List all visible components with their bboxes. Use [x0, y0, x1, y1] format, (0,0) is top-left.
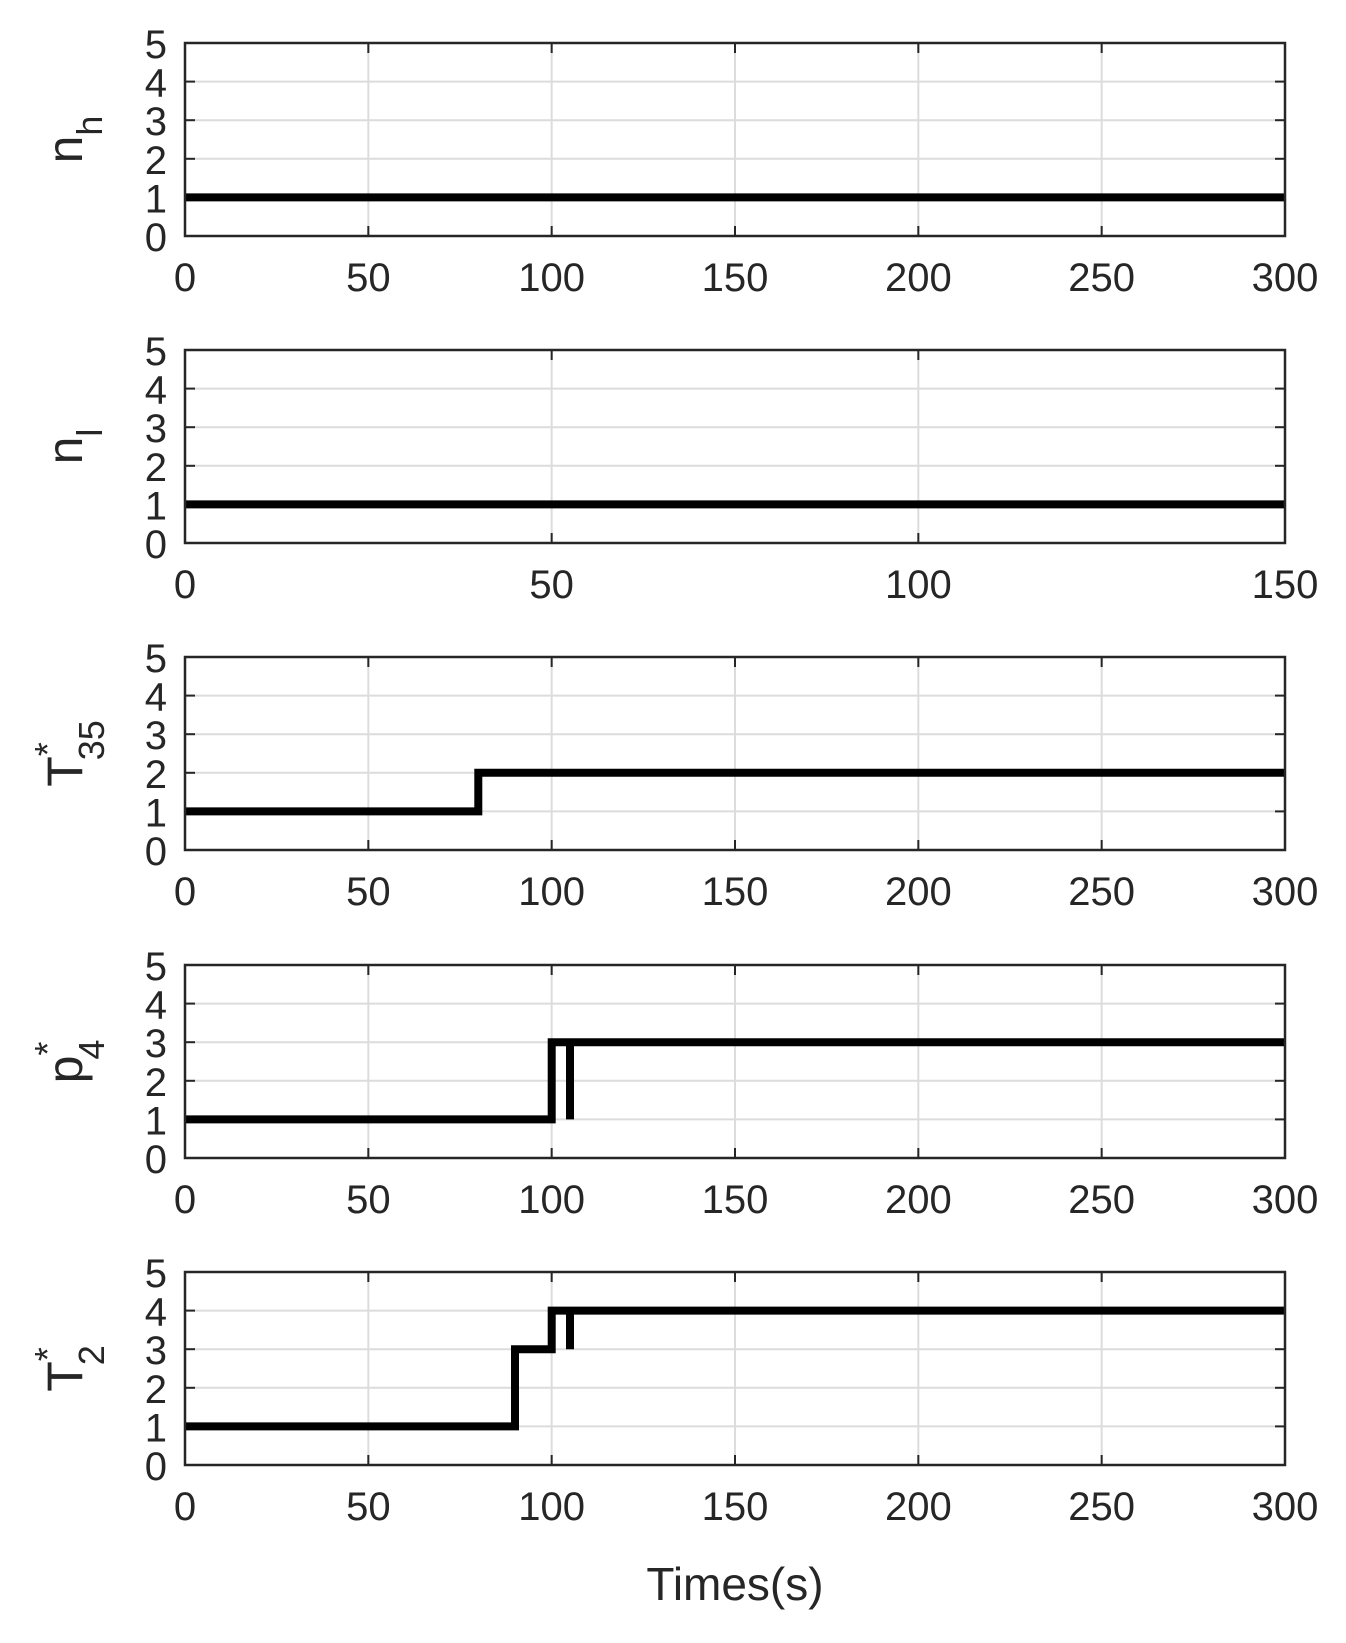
- y-axis-label-base: T: [37, 756, 93, 787]
- y-tick-label: 0: [145, 830, 167, 874]
- x-tick-label: 100: [518, 256, 585, 300]
- y-tick-label: 0: [145, 216, 167, 260]
- x-tick-label: 100: [518, 870, 585, 914]
- y-tick-label: 2: [145, 139, 167, 183]
- x-tick-label: 250: [1068, 1485, 1135, 1529]
- y-tick-label: 1: [145, 1406, 167, 1450]
- y-tick-label: 2: [145, 446, 167, 490]
- y-axis-label: T*35: [27, 720, 112, 787]
- y-axis-label-base: T: [37, 1361, 93, 1392]
- series-line: [185, 768, 1285, 816]
- y-tick-label: 2: [145, 1061, 167, 1105]
- x-tick-label: 300: [1252, 870, 1319, 914]
- series-line: [185, 1038, 1285, 1124]
- y-axis-label-sub: 35: [71, 720, 112, 760]
- x-tick-label: 0: [174, 563, 196, 607]
- x-tick-label: 0: [174, 256, 196, 300]
- y-tick-label: 3: [145, 1022, 167, 1066]
- y-tick-label: 4: [145, 62, 167, 106]
- x-tick-label: 0: [174, 870, 196, 914]
- x-tick-label: 50: [346, 870, 391, 914]
- x-tick-label: 150: [702, 256, 769, 300]
- y-axis-label-base: n: [37, 437, 93, 465]
- x-tick-label: 100: [518, 1485, 585, 1529]
- y-tick-label: 3: [145, 1329, 167, 1373]
- x-tick-label: 250: [1068, 256, 1135, 300]
- y-axis-label: nh: [37, 116, 110, 164]
- y-tick-label: 0: [145, 1445, 167, 1489]
- x-tick-label: 50: [346, 1485, 391, 1529]
- y-axis-label-sup: *: [27, 1347, 68, 1361]
- y-tick-label: 1: [145, 177, 167, 221]
- y-axis-label: T*2: [27, 1345, 112, 1392]
- x-tick-label: 300: [1252, 1485, 1319, 1529]
- y-tick-label: 3: [145, 407, 167, 451]
- x-tick-label: 150: [702, 1485, 769, 1529]
- y-axis-label-base: p: [37, 1056, 93, 1084]
- y-tick-label: 5: [145, 945, 167, 989]
- y-tick-label: 5: [145, 637, 167, 681]
- y-tick-label: 5: [145, 23, 167, 67]
- y-tick-label: 1: [145, 791, 167, 835]
- y-tick-label: 4: [145, 369, 167, 413]
- y-axis-label-sup: *: [27, 1042, 68, 1056]
- y-tick-label: 0: [145, 1138, 167, 1182]
- series-line: [185, 1306, 1285, 1431]
- x-tick-label: 0: [174, 1485, 196, 1529]
- y-axis-label-sub: l: [69, 429, 110, 437]
- y-axis-label-sub: h: [69, 116, 110, 136]
- x-tick-label: 50: [346, 256, 391, 300]
- y-tick-label: 2: [145, 753, 167, 797]
- axes-box: [183, 41, 1287, 238]
- x-tick-label: 50: [529, 563, 574, 607]
- x-tick-label: 150: [702, 870, 769, 914]
- y-tick-label: 4: [145, 676, 167, 720]
- x-axis-label: Times(s): [646, 1558, 823, 1610]
- x-tick-label: 200: [885, 870, 952, 914]
- x-tick-label: 300: [1252, 256, 1319, 300]
- y-tick-label: 4: [145, 984, 167, 1028]
- x-tick-label: 100: [518, 1178, 585, 1222]
- axes-box: [183, 963, 1287, 1160]
- x-tick-label: 300: [1252, 1178, 1319, 1222]
- x-tick-label: 200: [885, 256, 952, 300]
- x-tick-label: 100: [885, 563, 952, 607]
- x-tick-label: 250: [1068, 1178, 1135, 1222]
- y-tick-label: 5: [145, 1252, 167, 1296]
- y-axis-label-base: n: [37, 136, 93, 164]
- x-tick-label: 0: [174, 1178, 196, 1222]
- y-tick-label: 2: [145, 1368, 167, 1412]
- x-tick-label: 50: [346, 1178, 391, 1222]
- y-tick-label: 1: [145, 1099, 167, 1143]
- x-tick-label: 200: [885, 1178, 952, 1222]
- axes-box: [183, 348, 1287, 545]
- y-tick-label: 1: [145, 484, 167, 528]
- y-axis-label: nl: [37, 429, 110, 465]
- y-tick-label: 4: [145, 1291, 167, 1335]
- axes-box: [183, 1270, 1287, 1467]
- y-tick-label: 3: [145, 100, 167, 144]
- y-tick-label: 5: [145, 330, 167, 374]
- x-tick-label: 150: [1252, 563, 1319, 607]
- x-tick-label: 200: [885, 1485, 952, 1529]
- y-tick-label: 3: [145, 714, 167, 758]
- y-axis-label: p*4: [27, 1040, 112, 1084]
- y-axis-label-sup: *: [27, 742, 68, 756]
- y-axis-label-sub: 4: [71, 1040, 112, 1060]
- x-tick-label: 150: [702, 1178, 769, 1222]
- y-axis-label-sub: 2: [71, 1345, 112, 1365]
- x-tick-label: 250: [1068, 870, 1135, 914]
- plot-area: [185, 350, 1285, 543]
- y-tick-label: 0: [145, 523, 167, 567]
- axes-box: [183, 655, 1287, 852]
